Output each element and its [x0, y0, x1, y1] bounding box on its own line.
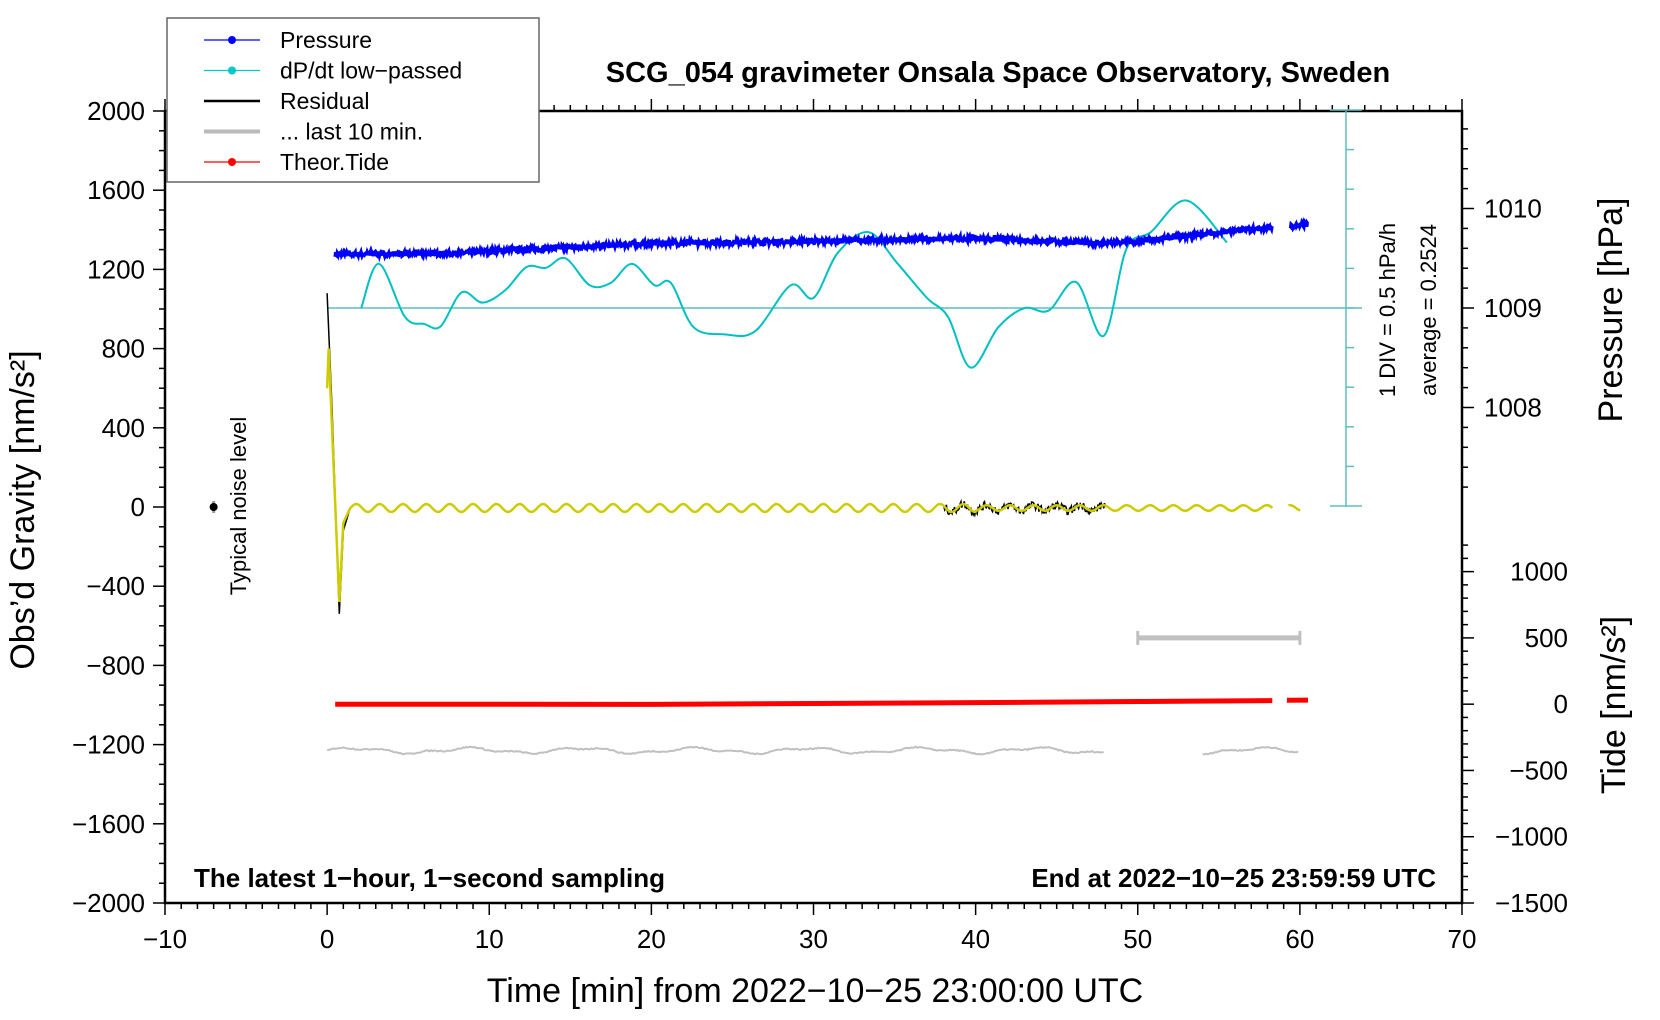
y-tick-label: 1200 — [87, 254, 145, 284]
last10-series — [1202, 746, 1299, 756]
last10-series — [327, 745, 1104, 756]
legend-label: dP/dt low−passed — [280, 58, 462, 84]
legend-label: Theor.Tide — [280, 149, 389, 175]
filtered-residual-series — [325, 348, 1301, 603]
x-tick-label: 30 — [799, 924, 828, 954]
x-tick-label: 40 — [961, 924, 990, 954]
x-tick-label: 0 — [320, 924, 334, 954]
tide-tick-label: 1000 — [1510, 557, 1568, 587]
pressure-axis-label: Pressure [hPa] — [1592, 198, 1630, 423]
residual-series — [326, 293, 1301, 614]
x-tick-label: 50 — [1123, 924, 1152, 954]
tide-axis-label: Tide [nm/s²] — [1595, 616, 1633, 794]
tide-tick-label: 500 — [1525, 623, 1568, 653]
y-tick-label: −800 — [86, 650, 145, 680]
x-tick-label: 20 — [637, 924, 666, 954]
y-tick-label: −1600 — [72, 809, 145, 839]
pressure-series — [1288, 216, 1310, 233]
x-tick-label: −10 — [143, 924, 187, 954]
y-tick-label: 1600 — [87, 175, 145, 205]
legend-marker-0 — [228, 36, 236, 44]
legend-label: Residual — [280, 88, 370, 114]
legend: Pressure dP/dt low−passed Residual ... last… — [166, 17, 540, 183]
dpdt-average-label: average = 0.2524 — [1416, 224, 1441, 396]
y-tick-label: 2000 — [87, 96, 145, 126]
dpdt-scale-label: 1 DIV = 0.5 hPa/h — [1375, 223, 1400, 397]
legend-label: ... last 10 min. — [280, 119, 423, 145]
dpdt-series — [360, 199, 1228, 369]
y-tick-label: 800 — [102, 334, 145, 364]
pressure-tick-label: 1008 — [1484, 393, 1542, 423]
y-tick-label: −1200 — [72, 730, 145, 760]
y-axis-label: Obs’d Gravity [nm/s²] — [4, 350, 42, 669]
x-axis-label: Time [min] from 2022−10−25 23:00:00 UTC — [487, 972, 1143, 1010]
y-tick-label: 400 — [102, 413, 145, 443]
tide-tick-label: −1000 — [1495, 822, 1568, 852]
axes: −10 0 10 20 30 40 50 60 70 2000 1600 1200 800 400 0 −40… — [72, 96, 1568, 954]
tide-tick-label: 0 — [1554, 689, 1568, 719]
x-tick-label: 60 — [1285, 924, 1314, 954]
tide-series — [335, 698, 1273, 707]
y-tick-label: −2000 — [72, 888, 145, 918]
legend-marker-4 — [228, 158, 236, 166]
annotation-right-bottom: End at 2022−10−25 23:59:59 UTC — [1031, 863, 1436, 893]
annotation-left-bottom: The latest 1−hour, 1−second sampling — [194, 863, 665, 893]
noise-level-marker — [209, 503, 218, 511]
x-tick-label: 70 — [1448, 924, 1477, 954]
chart-title: SCG_054 gravimeter Onsala Space Observat… — [606, 57, 1390, 89]
legend-marker-1 — [228, 66, 236, 75]
y-tick-label: −400 — [86, 571, 145, 601]
plot-data — [209, 109, 1362, 756]
pressure-series — [333, 220, 1274, 263]
tide-tick-label: −500 — [1509, 755, 1568, 785]
y-tick-label: 0 — [131, 492, 145, 522]
noise-level-label: Typical noise level — [226, 417, 251, 596]
legend-label: Pressure — [280, 27, 372, 53]
pressure-tick-label: 1009 — [1484, 293, 1542, 323]
pressure-tick-label: 1010 — [1484, 194, 1542, 224]
tide-tick-label: −1500 — [1495, 888, 1568, 918]
x-tick-label: 10 — [475, 924, 504, 954]
